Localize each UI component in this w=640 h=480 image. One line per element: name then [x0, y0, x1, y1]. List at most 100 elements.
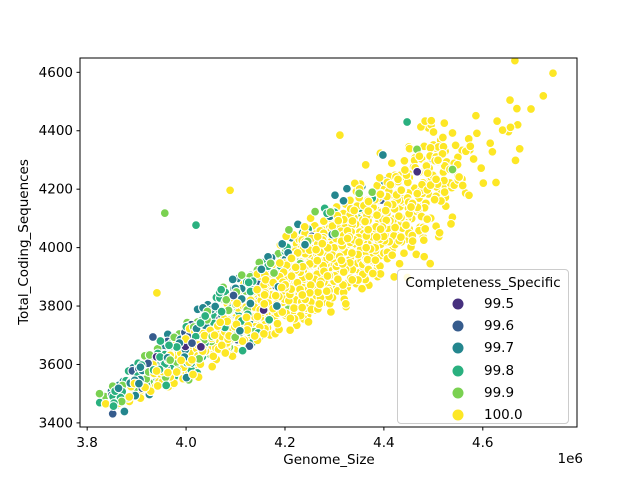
legend-marker-icon [452, 387, 464, 399]
data-point [476, 163, 487, 174]
data-point [375, 189, 386, 200]
data-point [94, 388, 105, 399]
data-point [548, 68, 558, 79]
data-point [342, 233, 353, 244]
legend-marker-icon [452, 409, 464, 421]
y-axis-label: Total_Coding_Sequences [16, 159, 32, 325]
data-point [221, 294, 232, 305]
legend: Completeness_Specific 99.5 99.6 99.7 99.8 99… [397, 269, 569, 424]
data-point [367, 268, 378, 279]
data-point [133, 378, 144, 389]
data-point [241, 312, 252, 323]
data-point [305, 213, 316, 224]
data-point [289, 303, 299, 314]
data-point [164, 340, 174, 351]
data-point [395, 232, 406, 243]
data-point [407, 236, 418, 247]
data-point [108, 401, 119, 412]
data-point [464, 190, 474, 201]
data-point [386, 158, 397, 169]
data-point [159, 208, 170, 219]
data-point [347, 216, 358, 226]
legend-entry: 99.6 [398, 315, 568, 337]
data-point [124, 391, 135, 402]
data-point [446, 218, 456, 229]
data-point [265, 258, 276, 269]
data-point [340, 298, 351, 309]
data-point [487, 146, 498, 157]
data-point [330, 190, 340, 201]
data-point [230, 332, 241, 343]
data-point [237, 345, 248, 356]
data-point [264, 314, 275, 325]
data-point [236, 270, 247, 281]
legend-entry-label: 100.0 [484, 407, 523, 424]
data-point [317, 238, 328, 249]
data-point [357, 283, 367, 294]
data-point [439, 118, 450, 129]
data-point [419, 251, 430, 262]
data-point [425, 142, 436, 153]
data-point [151, 287, 162, 298]
data-point [478, 178, 489, 189]
y-tick-label: 4200 [39, 182, 73, 198]
data-point [509, 58, 520, 66]
data-point [510, 155, 521, 166]
data-point [538, 90, 549, 101]
data-point [286, 253, 297, 264]
data-point [155, 336, 166, 346]
points-layer [94, 58, 558, 419]
data-point [412, 166, 423, 177]
data-point [151, 366, 162, 376]
data-point [465, 141, 476, 152]
data-point [514, 143, 525, 154]
x-tick-label: 4.2 [274, 435, 295, 451]
data-point [195, 341, 206, 352]
data-point [290, 262, 301, 273]
data-point [234, 325, 245, 336]
data-point [433, 155, 443, 166]
data-point [505, 95, 515, 106]
data-point [361, 242, 372, 253]
legend-marker-icon [452, 365, 464, 377]
x-tick-label: 4.4 [373, 435, 394, 451]
data-point [216, 306, 227, 317]
legend-marker-icon [452, 320, 464, 332]
data-point [341, 183, 352, 194]
data-point [360, 159, 371, 170]
data-point [370, 255, 381, 266]
data-point [209, 330, 220, 341]
data-point [285, 325, 296, 336]
y-tick-label: 3800 [39, 299, 73, 315]
data-point [393, 174, 403, 185]
data-point [249, 331, 260, 341]
data-point [431, 174, 442, 185]
data-point [297, 290, 308, 300]
x-axis-offset-text: 1e6 [557, 451, 583, 467]
data-point [276, 282, 287, 293]
data-point [360, 216, 371, 227]
data-point [399, 165, 410, 175]
data-point [426, 115, 437, 126]
data-point [363, 206, 374, 217]
data-point [511, 103, 522, 114]
data-point [491, 177, 501, 188]
data-point [252, 311, 263, 322]
y-tick-label: 3400 [39, 415, 73, 431]
data-point [399, 155, 410, 166]
x-tick-label: 4.0 [175, 435, 196, 451]
legend-entry: 100.0 [398, 404, 568, 426]
data-point [372, 210, 382, 221]
data-point [225, 185, 236, 196]
data-point [135, 362, 146, 373]
data-point [188, 369, 198, 380]
data-point [485, 138, 496, 149]
data-point [374, 172, 385, 183]
x-tick-label: 4.6 [472, 435, 493, 451]
data-point [336, 255, 347, 266]
data-point [334, 130, 345, 141]
data-point [277, 307, 288, 317]
legend-entry-label: 99.6 [484, 318, 515, 335]
data-point [387, 250, 398, 261]
